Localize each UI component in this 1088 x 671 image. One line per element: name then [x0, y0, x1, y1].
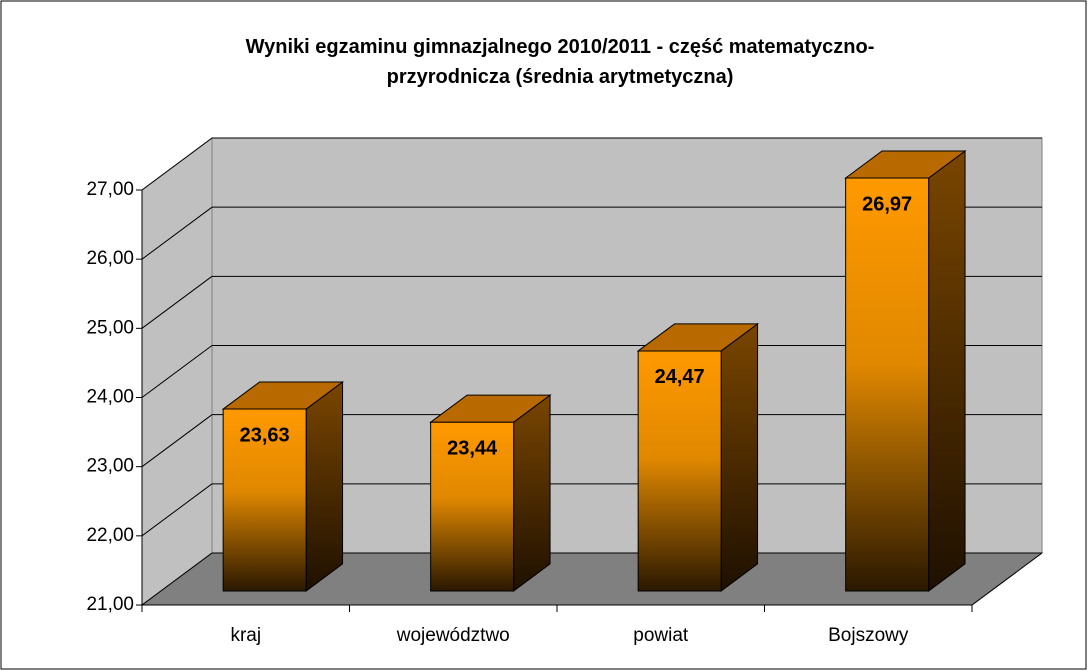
y-tick-label: 26,00	[86, 248, 134, 269]
bar	[637, 350, 722, 592]
value-label: 26,97	[862, 193, 912, 215]
y-tick-label: 21,00	[86, 594, 134, 615]
grid-line	[141, 137, 213, 191]
grid-line	[141, 552, 213, 606]
x-tick-label: powiat	[633, 625, 689, 646]
y-tick-label: 23,00	[86, 456, 134, 477]
grid-line	[141, 345, 213, 398]
grid-line	[141, 414, 213, 468]
bar	[222, 408, 307, 592]
grid-line	[141, 483, 213, 537]
x-tick-label: kraj	[230, 625, 261, 646]
bar	[430, 421, 515, 592]
bar	[845, 177, 930, 592]
value-label: 23,44	[447, 437, 498, 459]
chart-title: Wyniki egzaminu gimnazjalnego 2010/2011 …	[245, 36, 875, 88]
bar-side	[513, 394, 551, 592]
y-tick-label: 24,00	[86, 387, 134, 408]
value-label: 23,63	[240, 424, 290, 446]
grid-line	[141, 275, 213, 329]
floor-edge	[971, 552, 1043, 606]
bar-side	[720, 322, 759, 592]
x-tick-label: Bojszowy	[828, 625, 909, 646]
y-tick-label: 25,00	[86, 317, 134, 338]
y-tick-label: 22,00	[86, 525, 134, 546]
value-label: 24,47	[655, 366, 705, 388]
x-tick-label: województwo	[396, 625, 510, 646]
bar-side	[305, 381, 344, 592]
bar-side	[928, 150, 966, 592]
y-tick-label: 27,00	[86, 179, 134, 200]
grid-line	[141, 206, 213, 260]
